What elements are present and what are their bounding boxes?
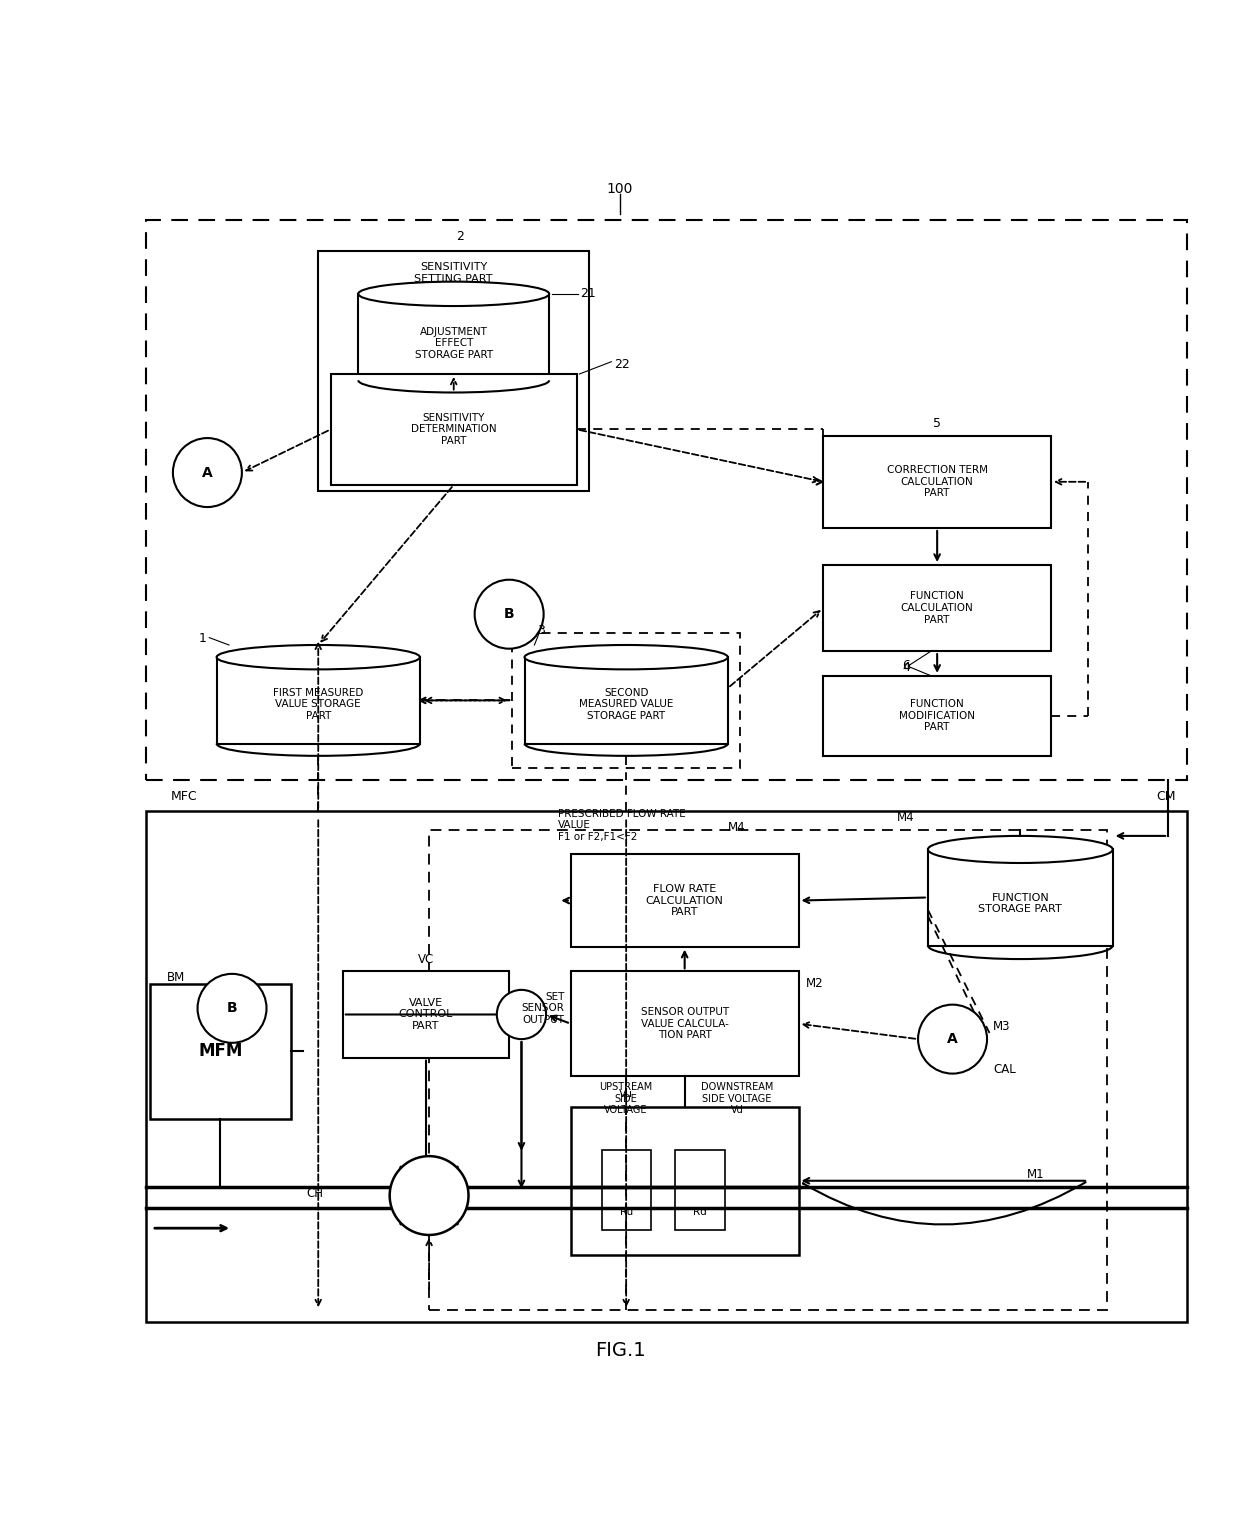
Text: Vu: Vu (619, 1090, 634, 1099)
Bar (930, 849, 1111, 863)
Bar (360, 294, 547, 306)
Bar (343, 971, 510, 1058)
Bar (358, 294, 549, 381)
Bar (823, 436, 1052, 527)
Text: Rd: Rd (693, 1207, 707, 1216)
Ellipse shape (525, 645, 728, 669)
Bar (146, 811, 1187, 1323)
Bar (570, 971, 799, 1076)
Text: B: B (503, 607, 515, 622)
Text: MFM: MFM (198, 1042, 243, 1061)
Bar (217, 657, 420, 744)
Text: 4: 4 (903, 661, 910, 674)
Bar (319, 251, 589, 491)
Text: 5: 5 (934, 416, 941, 430)
Text: M2: M2 (806, 977, 823, 991)
Bar (331, 373, 577, 485)
Text: 1: 1 (198, 632, 207, 645)
Text: SENSITIVITY
SETTING PART: SENSITIVITY SETTING PART (414, 262, 494, 283)
Text: B: B (227, 1001, 237, 1015)
Text: 3: 3 (537, 623, 544, 637)
Text: FIRST MEASURED
VALUE STORAGE
PART: FIRST MEASURED VALUE STORAGE PART (273, 687, 363, 721)
Text: A: A (947, 1032, 959, 1045)
Circle shape (918, 1004, 987, 1073)
Bar (527, 657, 725, 669)
Bar (525, 657, 728, 744)
Ellipse shape (358, 282, 549, 306)
Text: FUNCTION
MODIFICATION
PART: FUNCTION MODIFICATION PART (899, 700, 975, 733)
Circle shape (497, 991, 546, 1039)
Text: FLOW RATE
CALCULATION
PART: FLOW RATE CALCULATION PART (646, 884, 724, 917)
Text: SECOND
MEASURED VALUE
STORAGE PART: SECOND MEASURED VALUE STORAGE PART (579, 687, 673, 721)
Text: CORRECTION TERM
CALCULATION
PART: CORRECTION TERM CALCULATION PART (887, 465, 987, 498)
Text: DOWNSTREAM
SIDE VOLTAGE
Vd: DOWNSTREAM SIDE VOLTAGE Vd (701, 1082, 774, 1116)
Text: ADJUSTMENT
EFFECT
STORAGE PART: ADJUSTMENT EFFECT STORAGE PART (414, 326, 492, 360)
Text: 100: 100 (606, 183, 634, 197)
Text: MFC: MFC (170, 789, 197, 803)
Text: CH: CH (306, 1187, 322, 1199)
Bar (676, 1151, 724, 1230)
Text: FUNCTION
CALCULATION
PART: FUNCTION CALCULATION PART (900, 591, 973, 625)
Text: M3: M3 (993, 1020, 1011, 1033)
Text: SENSITIVITY
DETERMINATION
PART: SENSITIVITY DETERMINATION PART (410, 413, 496, 447)
Ellipse shape (928, 835, 1112, 863)
Bar (218, 657, 418, 669)
Text: CAL: CAL (993, 1064, 1016, 1076)
Text: PRESCRIBED FLOW RATE
VALUE
F1 or F2,F1<F2: PRESCRIBED FLOW RATE VALUE F1 or F2,F1<F… (558, 809, 686, 843)
Bar (928, 849, 1112, 945)
Text: 21: 21 (580, 288, 595, 300)
Bar (601, 1151, 651, 1230)
Circle shape (197, 974, 267, 1042)
Text: M4: M4 (728, 821, 745, 834)
Ellipse shape (217, 645, 420, 669)
Bar (146, 219, 1187, 780)
Text: VC: VC (418, 952, 434, 966)
Text: VALVE
CONTROL
PART: VALVE CONTROL PART (399, 998, 453, 1032)
Text: FIG.1: FIG.1 (595, 1341, 645, 1361)
Text: M1: M1 (1027, 1167, 1044, 1181)
Circle shape (172, 437, 242, 507)
Text: BM: BM (167, 971, 185, 985)
Text: FUNCTION
STORAGE PART: FUNCTION STORAGE PART (978, 893, 1063, 914)
Text: 6: 6 (903, 660, 910, 672)
Text: M4: M4 (897, 811, 915, 824)
Bar (823, 675, 1052, 756)
FancyArrowPatch shape (804, 1183, 1086, 1224)
Text: Ru: Ru (620, 1207, 632, 1216)
Bar (570, 855, 799, 946)
Bar (429, 829, 1106, 1311)
Text: 22: 22 (614, 358, 630, 370)
Text: UPSTREAM
SIDE
VOLTAGE: UPSTREAM SIDE VOLTAGE (599, 1082, 652, 1116)
Circle shape (389, 1157, 469, 1234)
Bar (823, 565, 1052, 651)
Text: 2: 2 (456, 230, 464, 242)
Bar (512, 632, 740, 768)
Circle shape (475, 579, 543, 649)
Text: A: A (202, 465, 213, 480)
Bar (150, 983, 291, 1119)
Text: CM: CM (1156, 789, 1176, 803)
Text: SET
SENSOR
OUTPUT: SET SENSOR OUTPUT (522, 992, 564, 1026)
Bar (570, 1106, 799, 1254)
Text: SENSOR OUTPUT
VALUE CALCULA-
TION PART: SENSOR OUTPUT VALUE CALCULA- TION PART (641, 1007, 729, 1041)
